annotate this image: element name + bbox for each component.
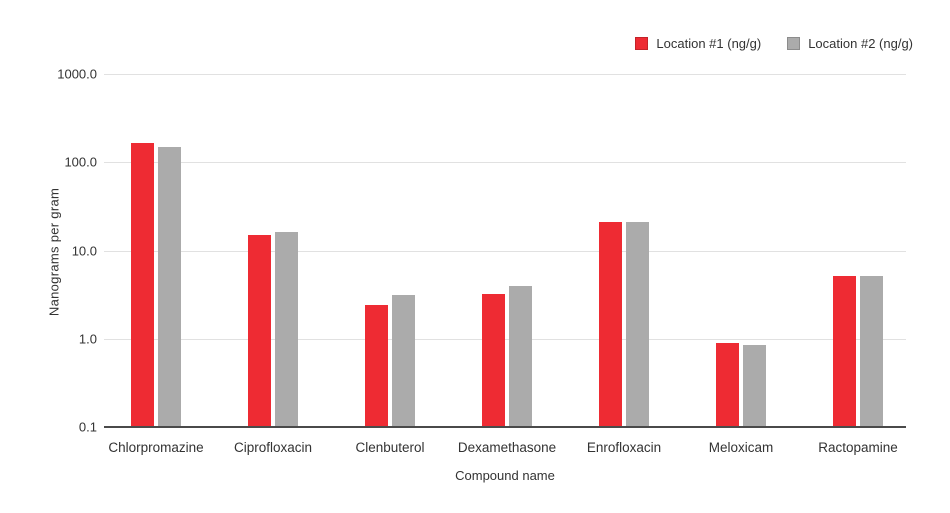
bar-clenbuterol-series1 [365,305,388,427]
gridline-100.0 [104,162,906,164]
bar-clenbuterol-series2 [392,295,415,427]
y-tick-label: 0.1 [78,419,97,435]
y-tick-label: 100.0 [64,154,97,170]
x-category-label: Chlorpromazine [108,440,204,455]
legend-swatch-red-icon [635,37,649,50]
x-category-label: Clenbuterol [355,440,425,455]
gridline-10.0 [104,250,906,252]
bar-ciprofloxacin-series2 [275,232,298,427]
x-category-label: Meloxicam [708,440,774,455]
x-axis-line [104,426,906,428]
x-category-label: Ractopamine [818,440,898,455]
x-category-label: Enrofloxacin [586,440,662,455]
bar-meloxicam-series2 [743,344,766,427]
bar-chlorpromazine-series1 [131,143,154,427]
legend-label-location-1: Location #1 (ng/g) [656,36,762,51]
bar-dexamethasone-series2 [509,285,532,427]
x-category-label: Dexamethasone [457,440,557,455]
legend-item-location-2: Location #2 (ng/g) [787,36,913,51]
bar-ractopamine-series1 [833,276,856,427]
gridline-1000.0 [104,74,906,75]
bar-chlorpromazine-series2 [158,146,181,427]
y-tick-label: 1.0 [78,331,97,347]
legend: Location #1 (ng/g) Location #2 (ng/g) [635,36,913,51]
x-category-label: Ciprofloxacin [233,440,313,455]
y-tick-label: 10.0 [71,243,97,258]
gridline-1.0 [104,338,906,340]
legend-item-location-1: Location #1 (ng/g) [635,36,761,51]
legend-label-location-2: Location #2 (ng/g) [808,36,913,51]
legend-swatch-gray-icon [787,37,801,50]
bar-ractopamine-series2 [860,276,883,427]
bar-enrofloxacin-series1 [599,222,622,427]
bar-ciprofloxacin-series1 [248,234,271,427]
bar-meloxicam-series1 [716,342,739,427]
bar-enrofloxacin-series2 [626,222,649,427]
y-tick-label: 1000.0 [57,66,97,82]
bar-dexamethasone-series1 [482,294,505,427]
x-axis-title: Compound name [455,468,555,483]
